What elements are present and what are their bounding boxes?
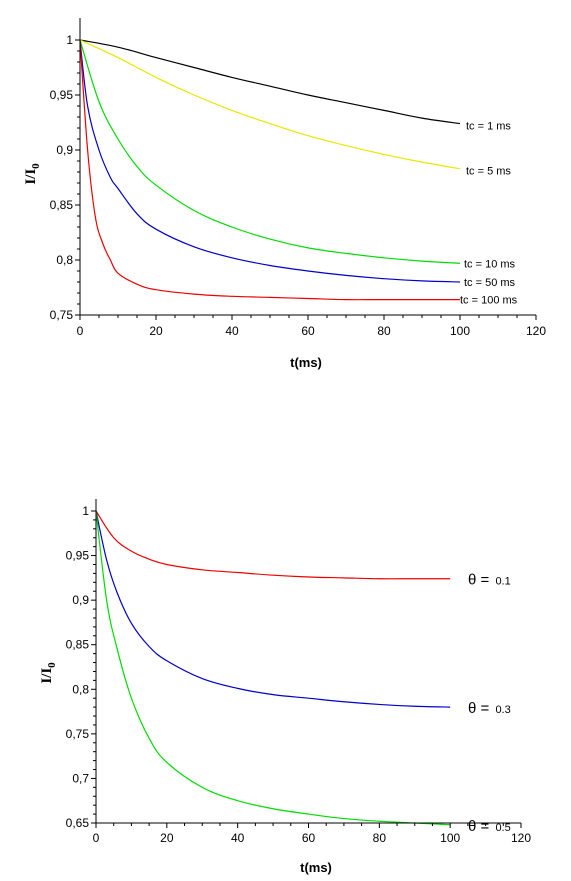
x-tick-label: 0 <box>93 831 100 845</box>
y-tick-label: 0,95 <box>66 549 90 563</box>
series-label-c1-0: tc = 1 ms <box>466 121 511 133</box>
x-tick-label: 40 <box>225 324 239 338</box>
series-line-c1-1 <box>79 39 461 170</box>
y-tick-label: 0,85 <box>66 638 90 652</box>
x-tick-label: 20 <box>149 324 163 338</box>
c2-x-axis-label: t(ms) <box>300 860 332 875</box>
y-tick-label: 0,7 <box>72 771 89 785</box>
x-tick-label: 40 <box>231 831 245 845</box>
series-label-c1-1: tc = 5 ms <box>466 166 511 178</box>
y-tick-label: 1 <box>66 33 73 47</box>
y-tick-label: 0,75 <box>66 727 90 741</box>
x-tick-label: 120 <box>526 324 546 338</box>
c1-x-axis-label: t(ms) <box>290 355 322 370</box>
y-tick-label: 0,95 <box>50 88 74 102</box>
series-line-c2-1 <box>95 510 451 708</box>
x-tick-label: 0 <box>77 324 84 338</box>
series-line-c1-4 <box>79 39 460 301</box>
x-tick-label: 60 <box>301 324 315 338</box>
x-tick-label: 60 <box>302 831 316 845</box>
c2-y-axis-label: I/I0 <box>39 662 58 684</box>
chart-1: 0 20 40 60 80 100 120 0,75 0,8 0,85 0,9 0,95 1 tc = 1… <box>23 18 546 370</box>
x-tick-label: 100 <box>450 324 470 338</box>
series-label-c2-1: θ = 0.3 <box>468 700 511 717</box>
series-label-c2-0: θ = 0.1 <box>468 572 511 589</box>
x-tick-label: 100 <box>440 831 460 845</box>
x-tick-label: 20 <box>160 831 174 845</box>
y-tick-label: 0,9 <box>56 143 73 157</box>
c1-y-axis-label: I/I0 <box>23 163 42 185</box>
series-line-c2-2 <box>95 510 451 826</box>
series-label-c1-2: tc = 10 ms <box>464 258 516 270</box>
y-tick-label: 0,8 <box>72 682 89 696</box>
series-line-c1-3 <box>79 39 461 283</box>
series-line-c2-0 <box>95 510 451 580</box>
y-tick-label: 0,65 <box>66 816 90 830</box>
series-line-c1-0 <box>79 39 461 125</box>
y-tick-label: 1 <box>82 504 89 518</box>
y-tick-label: 0,8 <box>56 253 73 267</box>
chart-2: 0 20 40 60 80 100 120 0,65 0,7 0,75 0,8 0,85 0,9 0,95… <box>39 499 531 875</box>
y-tick-label: 0,85 <box>50 198 74 212</box>
series-label-c1-4: tc = 100 ms <box>460 295 518 307</box>
series-label-c2-2: θ = 0.5 <box>468 818 511 835</box>
y-tick-label: 0,9 <box>72 593 89 607</box>
x-tick-label: 120 <box>511 831 531 845</box>
x-tick-label: 80 <box>373 831 387 845</box>
x-tick-label: 80 <box>377 324 391 338</box>
series-line-c1-2 <box>79 39 461 264</box>
y-tick-label: 0,75 <box>50 308 74 322</box>
series-label-c1-3: tc = 50 ms <box>464 277 516 289</box>
